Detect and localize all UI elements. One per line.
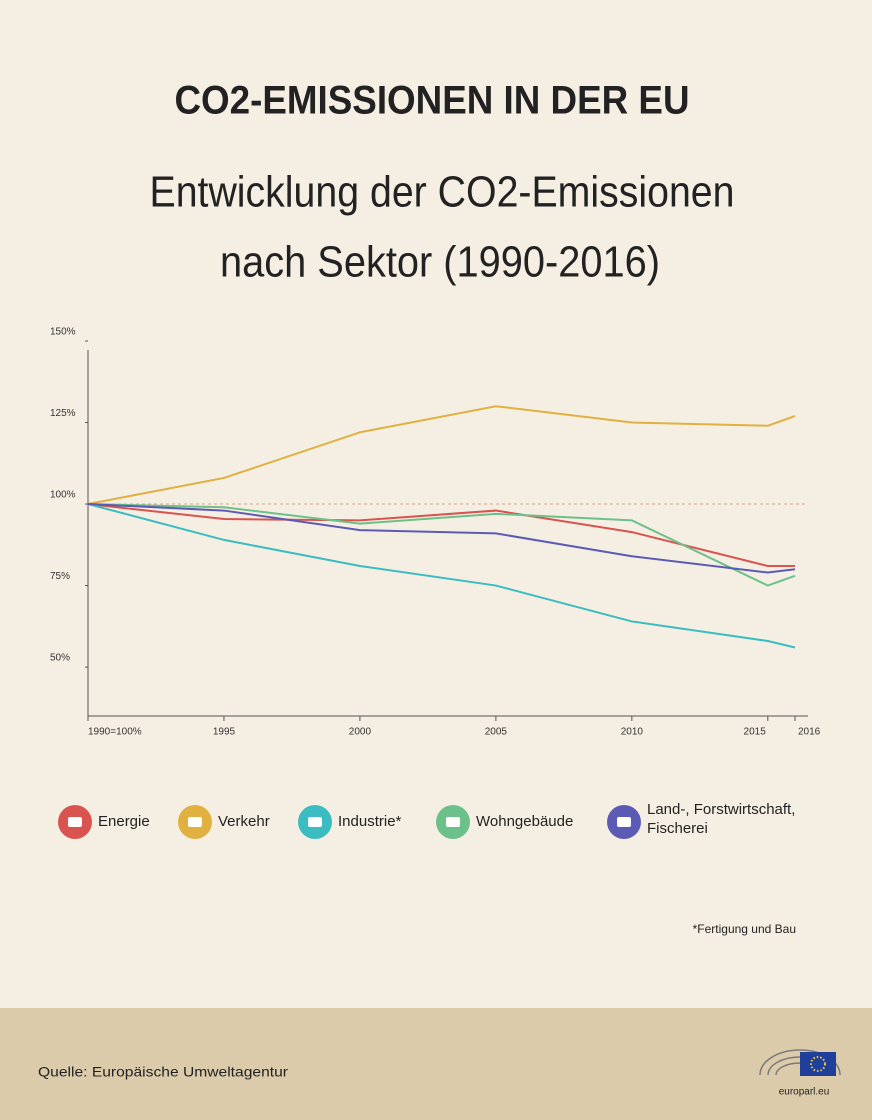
series-line (87, 503, 796, 649)
legend-entry: Energie (98, 813, 150, 830)
chart-title: CO2-EMISSIONEN IN DER EU (175, 79, 690, 123)
series-line (87, 503, 796, 587)
x-tick-label: 1995 (213, 727, 236, 738)
chart-subtitle: Entwicklung der CO2-Emissionen (150, 168, 735, 217)
legend-label: Land-, Forstwirtschaft, Fischerei (647, 801, 796, 837)
footer-band (0, 1008, 872, 1120)
legend-entry: Verkehr (218, 813, 270, 830)
x-tick-label: 2016 (798, 727, 821, 738)
series-line (87, 503, 795, 567)
chart-subtitle: nach Sektor (1990-2016) (220, 238, 660, 287)
x-tick-label: 1990=100% (88, 727, 142, 738)
footnote: *Fertigung und Bau (693, 922, 796, 936)
eu-flag (800, 1052, 836, 1076)
y-tick-label: 50% (50, 653, 70, 664)
y-tick-label: 125% (50, 408, 76, 419)
x-tick-label: 2015 (744, 727, 767, 738)
y-tick-label: 150% (50, 327, 76, 338)
legend-label: Industrie* (338, 813, 402, 830)
legend-glyph (188, 817, 202, 827)
y-tick-label: 100% (50, 490, 76, 501)
legend-glyph (68, 817, 82, 827)
y-tick-label: 75% (50, 571, 70, 582)
legend-glyph (308, 817, 322, 827)
legend-entry: Land-, Forstwirtschaft, Fischerei (647, 801, 796, 837)
series-line (87, 503, 796, 574)
legend-glyph (446, 817, 460, 827)
x-tick-label: 2005 (485, 727, 508, 738)
legend-entry: Wohngebäude (476, 813, 574, 830)
eu-stars (810, 1056, 826, 1072)
legend-label: Energie (98, 813, 150, 830)
x-tick-label: 2000 (349, 727, 372, 738)
legend-label: Verkehr (218, 813, 270, 830)
logo-arc (759, 1049, 841, 1076)
legend-glyph (617, 817, 631, 827)
source: Quelle: Europäische Umweltagentur (38, 1064, 288, 1080)
logo-text: europarl.eu (779, 1087, 830, 1098)
legend-label: Wohngebäude (476, 813, 574, 830)
legend-entry: Industrie* (338, 813, 402, 830)
series-line (87, 405, 796, 506)
x-tick-label: 2010 (621, 727, 644, 738)
